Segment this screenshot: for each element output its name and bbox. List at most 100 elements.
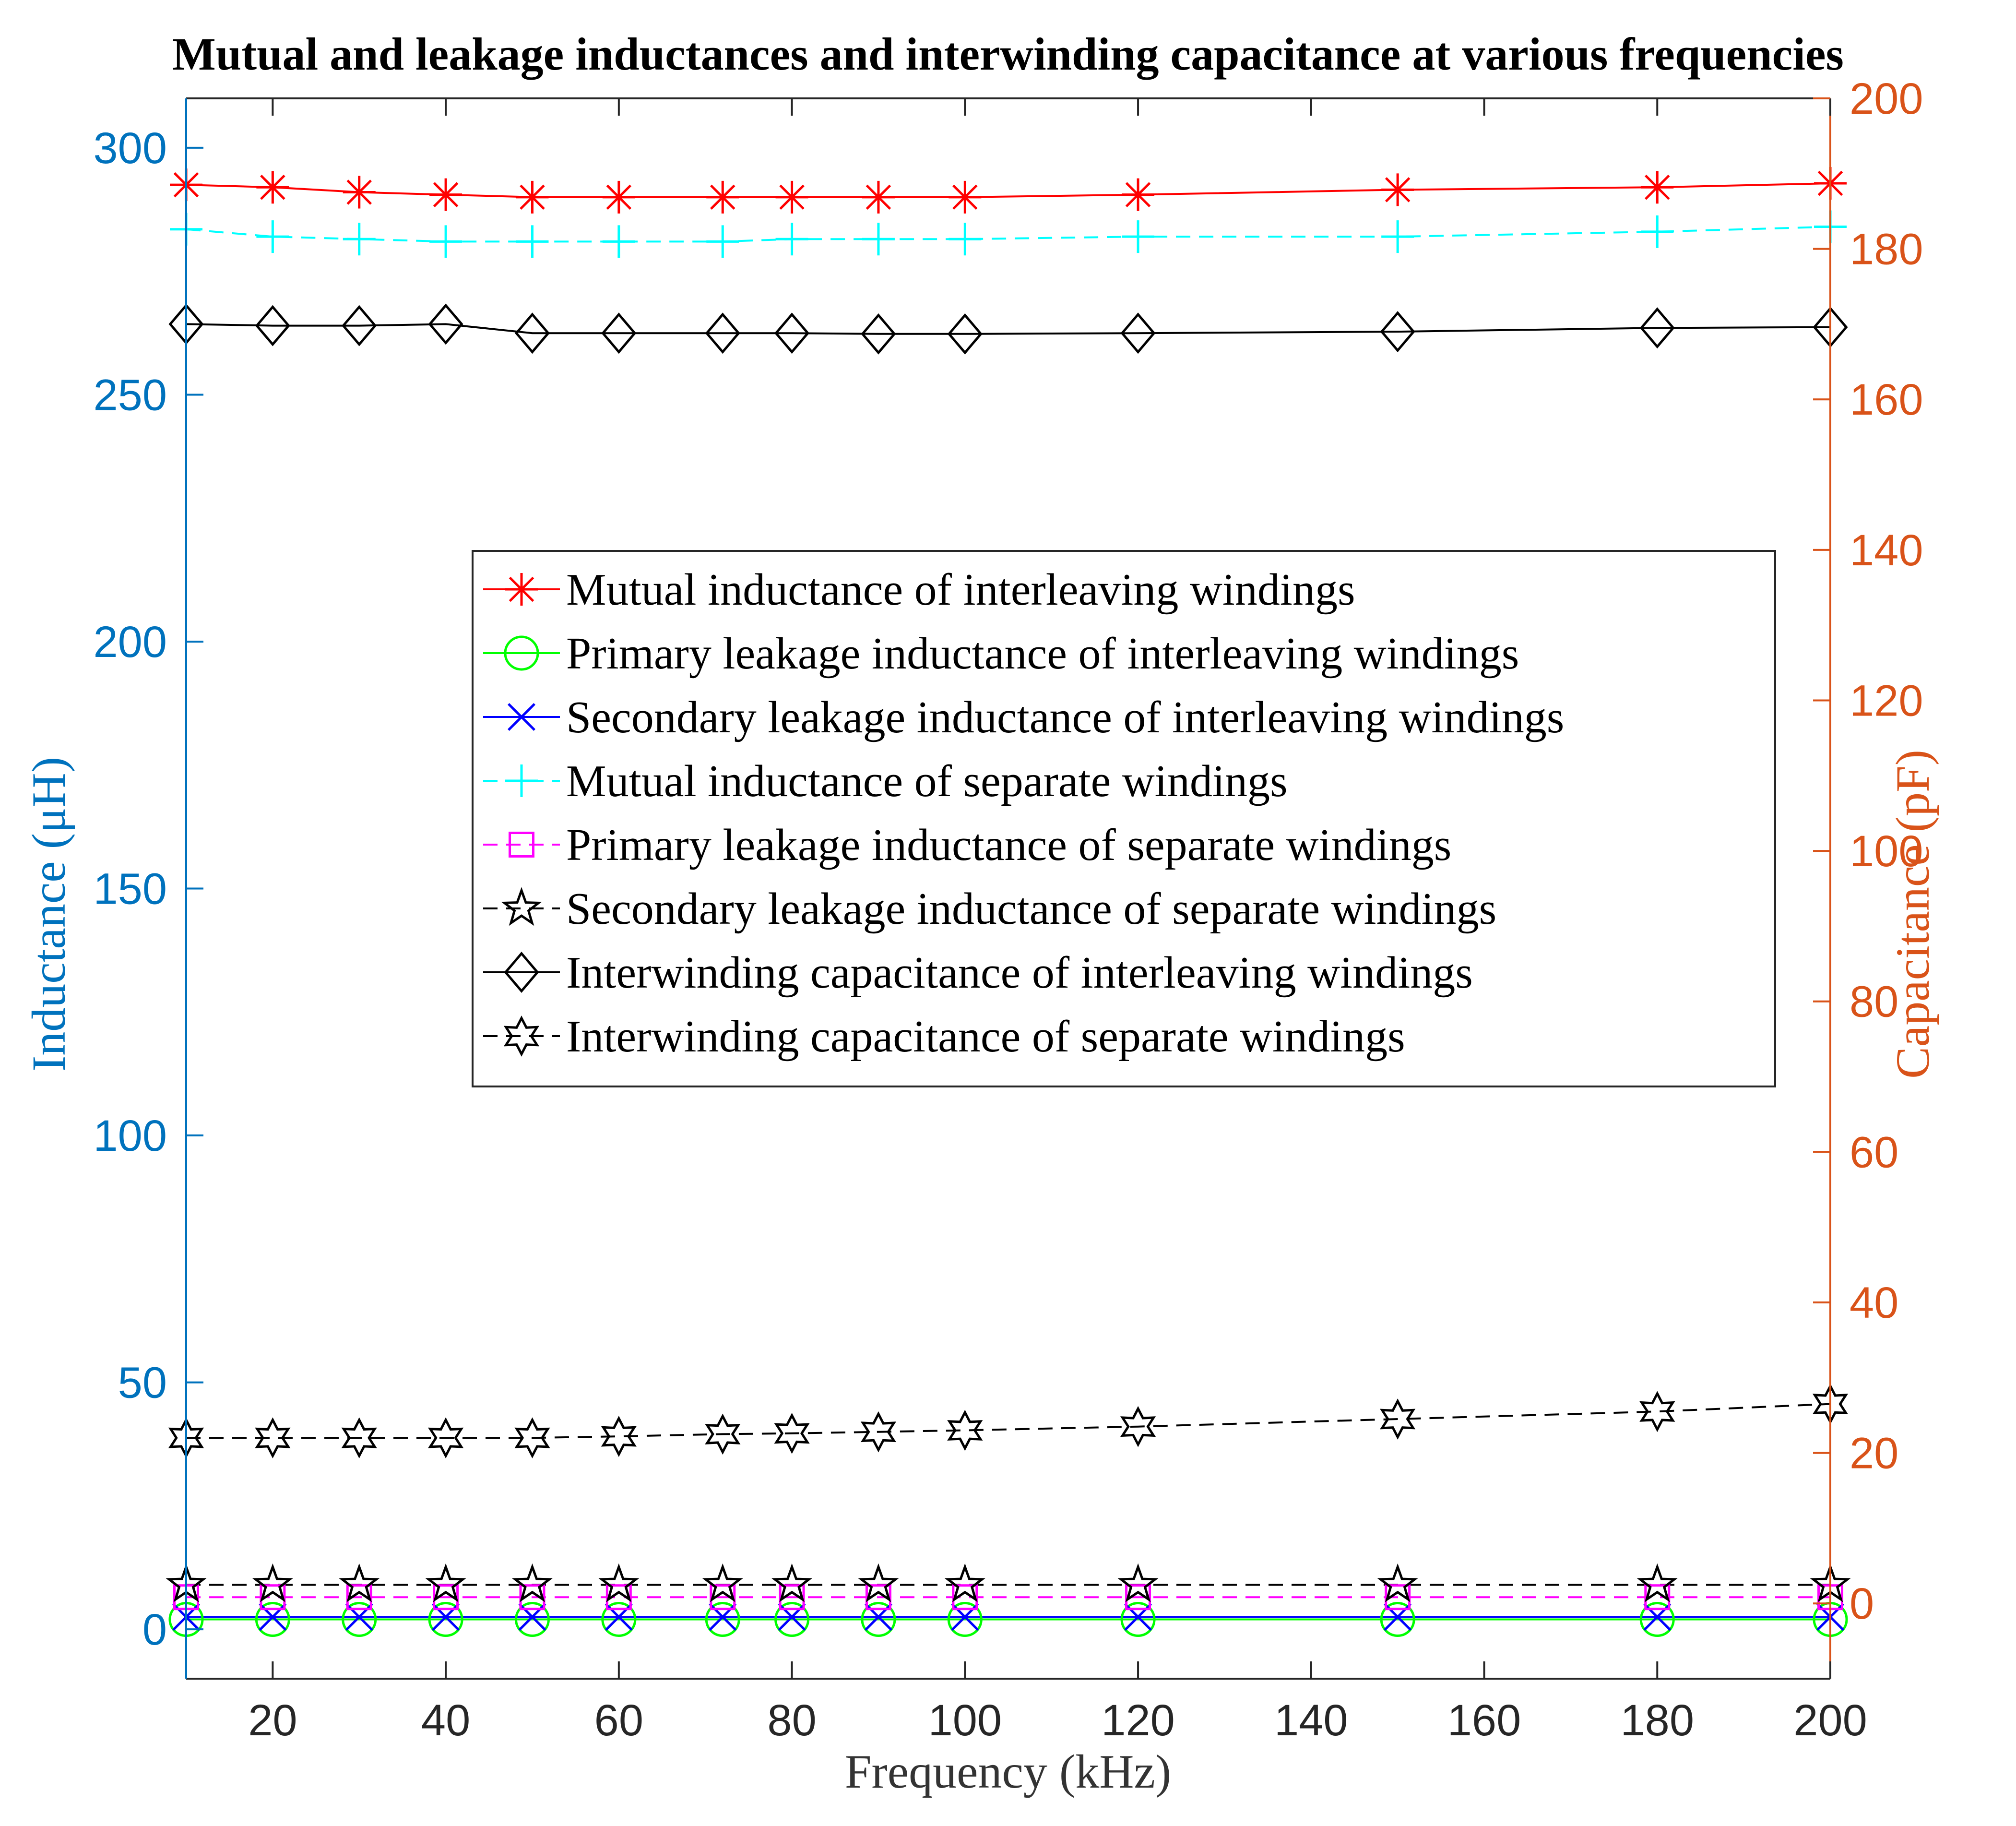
x-tick-label: 160 <box>1447 1696 1521 1745</box>
y-left-tick-label: 150 <box>94 865 167 914</box>
series-7-point <box>1639 307 1675 349</box>
series-2-point <box>1639 1602 1675 1637</box>
legend-label-6: Secondary leakage inductance of separate… <box>566 884 1496 934</box>
series-1-point <box>256 171 289 204</box>
y-right-tick-label: 80 <box>1850 978 1898 1026</box>
series-2-point <box>428 1602 463 1637</box>
series-1-point <box>1381 173 1414 206</box>
series-7-point <box>947 313 983 355</box>
x-tick-label: 200 <box>1793 1696 1867 1745</box>
x-tick-label: 140 <box>1274 1696 1348 1745</box>
series-6-point <box>771 1563 813 1602</box>
series-8-point <box>514 1417 550 1459</box>
series-6-point <box>1377 1563 1418 1602</box>
series-8-point <box>601 1416 637 1457</box>
series-8-point <box>427 1417 464 1459</box>
legend-label-3: Secondary leakage inductance of interlea… <box>566 692 1564 742</box>
series-5-point <box>260 1584 286 1611</box>
series-line-8 <box>186 1403 1831 1439</box>
series-1-point <box>429 178 462 211</box>
x-tick-label: 40 <box>421 1696 470 1745</box>
series-6-point <box>702 1563 743 1602</box>
legend-marker-4 <box>505 764 538 797</box>
series-8-point <box>1380 1398 1416 1440</box>
series-4-point <box>429 225 462 258</box>
y-left-tick-label: 0 <box>142 1605 167 1654</box>
series-6-point <box>598 1563 640 1602</box>
series-5-point <box>346 1584 372 1611</box>
x-tick-label: 20 <box>248 1696 297 1745</box>
y-left-tick-label: 200 <box>94 618 167 667</box>
series-7-point <box>1380 311 1415 353</box>
legend-marker-2 <box>504 635 539 671</box>
y-right-tick-label: 100 <box>1850 827 1923 876</box>
y-left-tick-label: 300 <box>94 124 167 173</box>
series-2-point <box>255 1602 290 1637</box>
x-axis-label: Frequency (kHz) <box>845 1745 1171 1798</box>
legend-marker-8 <box>503 1015 540 1057</box>
series-4-point <box>706 225 739 258</box>
series-8-point <box>774 1412 810 1454</box>
series-7-point <box>428 303 463 345</box>
y-left-tick-label: 50 <box>118 1359 167 1408</box>
series-4-point <box>862 223 895 256</box>
legend-marker-3 <box>508 703 535 731</box>
series-5-point <box>1125 1584 1151 1611</box>
legend-marker-5 <box>509 832 534 858</box>
series-1-point <box>706 180 739 214</box>
series-6-point <box>511 1563 553 1602</box>
series-1-point <box>343 176 376 209</box>
series-8-point <box>705 1413 741 1455</box>
y-right-tick-label: 200 <box>1850 74 1923 123</box>
series-6-point <box>425 1563 466 1602</box>
series-4-point <box>1641 215 1674 248</box>
series-8-point <box>947 1409 983 1451</box>
series-1-point <box>775 180 808 214</box>
series-5-point <box>710 1584 736 1611</box>
series-7-point <box>1120 312 1156 354</box>
series-2-point <box>774 1602 810 1637</box>
series-1-point <box>949 180 982 214</box>
series-2-point <box>705 1602 740 1637</box>
series-4-point <box>775 223 808 256</box>
legend-label-8: Interwinding capacitance of separate win… <box>566 1012 1405 1062</box>
legend-marker-7 <box>504 952 539 993</box>
series-2-point <box>514 1602 550 1637</box>
y-left-tick-label: 100 <box>94 1111 167 1160</box>
y-right-tick-label: 40 <box>1850 1278 1898 1327</box>
series-4-point <box>1381 220 1414 253</box>
series-2-point <box>947 1602 983 1637</box>
series-1-point <box>862 180 895 214</box>
series-5-point <box>605 1584 632 1611</box>
legend-label-5: Primary leakage inductance of separate w… <box>566 820 1451 870</box>
chart-title: Mutual and leakage inductances and inter… <box>172 28 1844 80</box>
y-right-tick-label: 160 <box>1850 375 1923 424</box>
legend-box <box>472 550 1776 1087</box>
x-tick-label: 180 <box>1621 1696 1695 1745</box>
legend-label-4: Mutual inductance of separate windings <box>566 756 1288 806</box>
legend: Mutual inductance of interleaving windin… <box>472 550 1776 1087</box>
series-8-point <box>860 1411 897 1453</box>
series-2-point <box>342 1602 377 1637</box>
y-axis-left-label: Inductance (μH) <box>22 757 75 1072</box>
legend-label-1: Mutual inductance of interleaving windin… <box>566 565 1355 615</box>
series-5-point <box>1385 1584 1411 1611</box>
series-4-point <box>343 223 376 256</box>
y-right-tick-label: 120 <box>1850 676 1923 725</box>
x-tick-label: 120 <box>1101 1696 1175 1745</box>
x-tick-label: 60 <box>594 1696 643 1745</box>
series-2-point <box>1120 1602 1156 1637</box>
series-7-point <box>514 312 550 354</box>
series-7-point <box>861 313 896 355</box>
series-5-point <box>433 1584 459 1611</box>
series-6-point <box>1117 1563 1159 1602</box>
series-1-point <box>1641 171 1674 204</box>
series-4-point <box>1122 220 1155 253</box>
legend-marker-6 <box>501 887 542 926</box>
series-2-point <box>1380 1602 1415 1637</box>
series-8-point <box>1120 1406 1156 1447</box>
series-8-point <box>341 1417 377 1459</box>
series-6-point <box>339 1563 380 1602</box>
series-markers <box>166 167 1851 1637</box>
